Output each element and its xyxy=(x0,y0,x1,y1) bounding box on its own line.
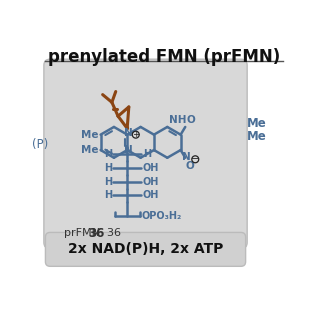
Text: Me: Me xyxy=(247,130,267,143)
Text: Me: Me xyxy=(81,130,98,140)
Text: OH: OH xyxy=(143,163,159,173)
Text: Me: Me xyxy=(247,116,267,130)
Text: O: O xyxy=(186,116,195,125)
Text: prFMN  36: prFMN 36 xyxy=(64,228,121,238)
Text: −: − xyxy=(191,154,199,164)
Text: 36: 36 xyxy=(89,227,105,240)
Text: N: N xyxy=(124,128,133,138)
Text: N: N xyxy=(124,145,132,155)
Text: O: O xyxy=(185,161,194,171)
FancyBboxPatch shape xyxy=(44,59,247,249)
Text: +: + xyxy=(132,130,140,139)
Text: NH: NH xyxy=(169,116,186,125)
Text: OH: OH xyxy=(143,177,159,187)
Text: H: H xyxy=(143,149,151,159)
Text: prenylated FMN (prFMN): prenylated FMN (prFMN) xyxy=(48,48,280,66)
Text: Me: Me xyxy=(81,145,98,155)
Text: N: N xyxy=(182,152,191,162)
Text: (P): (P) xyxy=(32,138,49,151)
Text: OH: OH xyxy=(143,190,159,200)
FancyBboxPatch shape xyxy=(45,232,246,266)
Text: 2x NAD(P)H, 2x ATP: 2x NAD(P)H, 2x ATP xyxy=(68,242,223,256)
Text: H: H xyxy=(104,177,112,187)
Text: H: H xyxy=(104,149,112,159)
Text: OPO₃H₂: OPO₃H₂ xyxy=(141,211,181,221)
Text: H: H xyxy=(104,163,112,173)
Text: H: H xyxy=(104,190,112,200)
